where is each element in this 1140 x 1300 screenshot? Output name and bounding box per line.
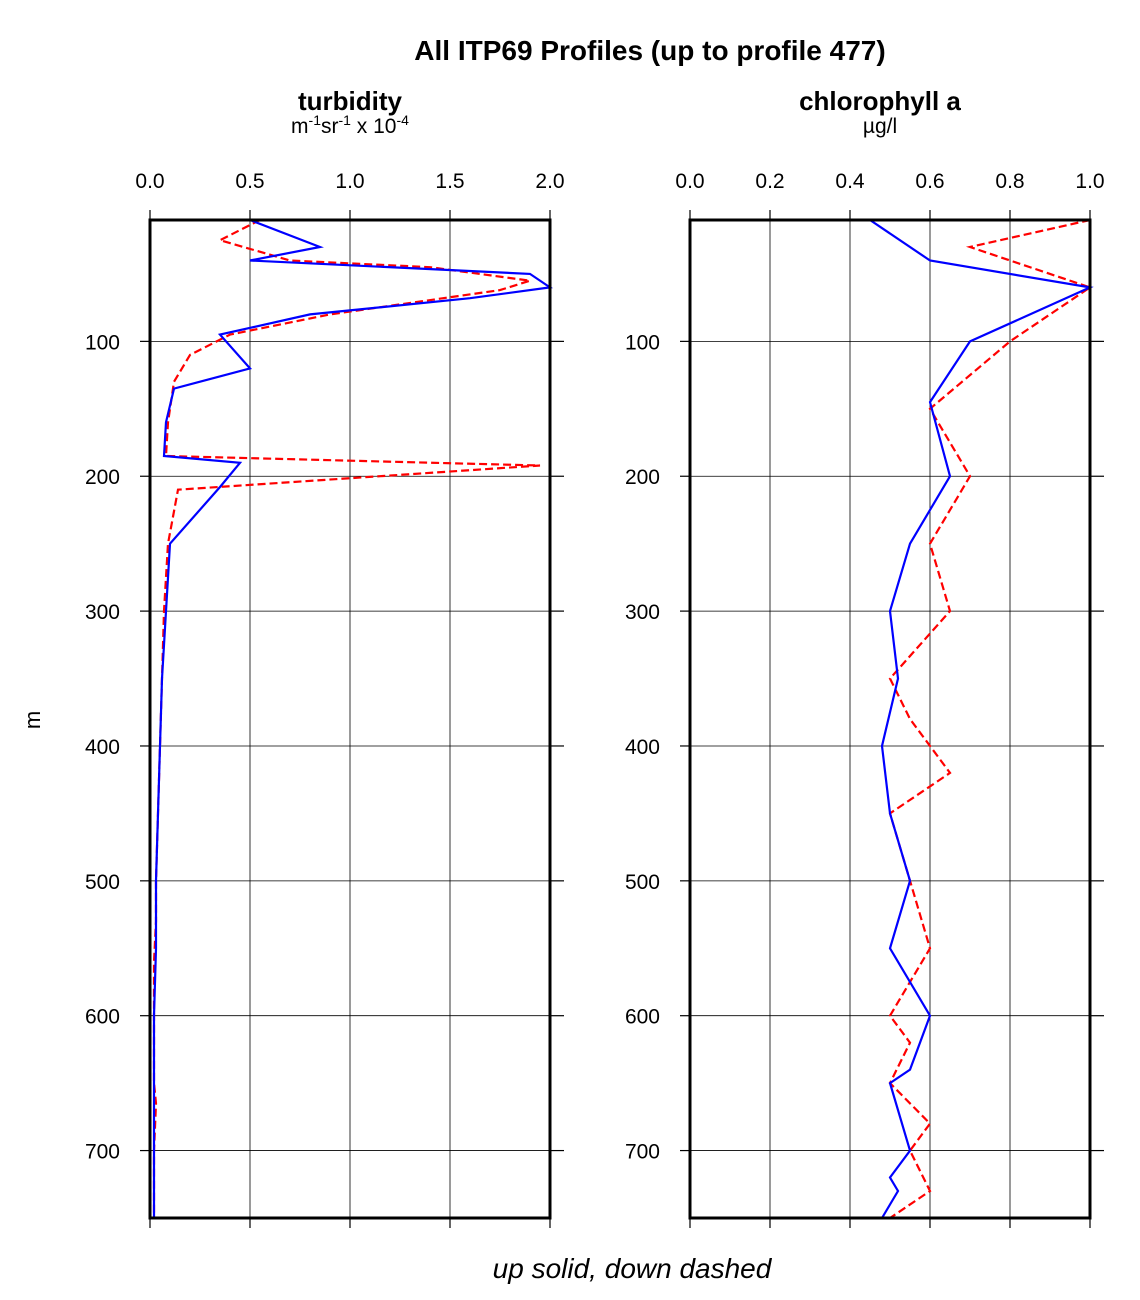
x-tick-label: 1.0 [335, 170, 364, 193]
y-tick-label: 500 [625, 871, 660, 894]
x-tick-label: 0.2 [755, 170, 784, 193]
x-tick-label: 1.0 [1075, 170, 1104, 193]
x-tick-label: 0.8 [995, 170, 1024, 193]
x-tick-label: 0.5 [235, 170, 264, 193]
y-tick-label: 600 [85, 1006, 120, 1029]
y-tick-label: 500 [85, 871, 120, 894]
series-down-line [152, 219, 541, 1218]
y-tick-label: 300 [85, 601, 120, 624]
plot-frame [148, 218, 552, 1220]
y-tick-label: 600 [625, 1006, 660, 1029]
series-up-line [152, 218, 554, 1218]
turbidity-unit: m-1sr-1 x 10-4 [291, 112, 409, 138]
y-tick-label: 700 [85, 1141, 120, 1164]
y-tick-label: 200 [625, 466, 660, 489]
x-tick-label: 1.5 [435, 170, 464, 193]
x-tick-label: 2.0 [535, 170, 564, 193]
chlorophyll-title: chlorophyll a [799, 86, 961, 116]
x-tick-label: 0.4 [835, 170, 865, 193]
x-tick-label: 0.6 [915, 170, 944, 193]
chlorophyll-unit: µg/l [863, 115, 897, 138]
caption-legend: up solid, down dashed [493, 1253, 773, 1284]
y-axis-label: m [20, 711, 45, 729]
chlorophyll-panel: 0.0 0.2 0.4 0.6 0.8 1.0 100 200 300 400 500 600 700 [625, 170, 1105, 1228]
plot-frame [688, 218, 1092, 1220]
y-tick-label: 300 [625, 601, 660, 624]
y-tick-label: 200 [85, 466, 120, 489]
series-up-line [869, 219, 1094, 1219]
figure-title: All ITP69 Profiles (up to profile 477) [414, 35, 885, 66]
y-tick-label: 100 [625, 331, 660, 354]
y-tick-label: 400 [625, 736, 660, 759]
x-tick-label: 0.0 [675, 170, 704, 193]
y-tick-label: 700 [625, 1141, 660, 1164]
turbidity-title: turbidity [298, 86, 403, 116]
x-tick-label: 0.0 [135, 170, 164, 193]
y-tick-label: 400 [85, 736, 120, 759]
series-down-line [888, 218, 1093, 1219]
turbidity-panel: 0.0 0.5 1.0 1.5 2.0 100 200 300 400 500 600 700 [85, 170, 565, 1228]
y-tick-label: 100 [85, 331, 120, 354]
